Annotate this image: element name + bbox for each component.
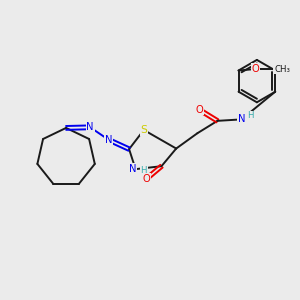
Text: CH₃: CH₃ bbox=[274, 64, 290, 74]
Text: H: H bbox=[247, 111, 254, 120]
Text: N: N bbox=[238, 114, 245, 124]
Text: O: O bbox=[252, 64, 260, 74]
Text: O: O bbox=[195, 105, 203, 115]
Text: N: N bbox=[86, 122, 94, 132]
Text: N: N bbox=[105, 135, 112, 145]
Text: H: H bbox=[141, 166, 147, 175]
Text: O: O bbox=[143, 174, 151, 184]
Text: S: S bbox=[140, 125, 147, 135]
Text: N: N bbox=[129, 164, 136, 174]
